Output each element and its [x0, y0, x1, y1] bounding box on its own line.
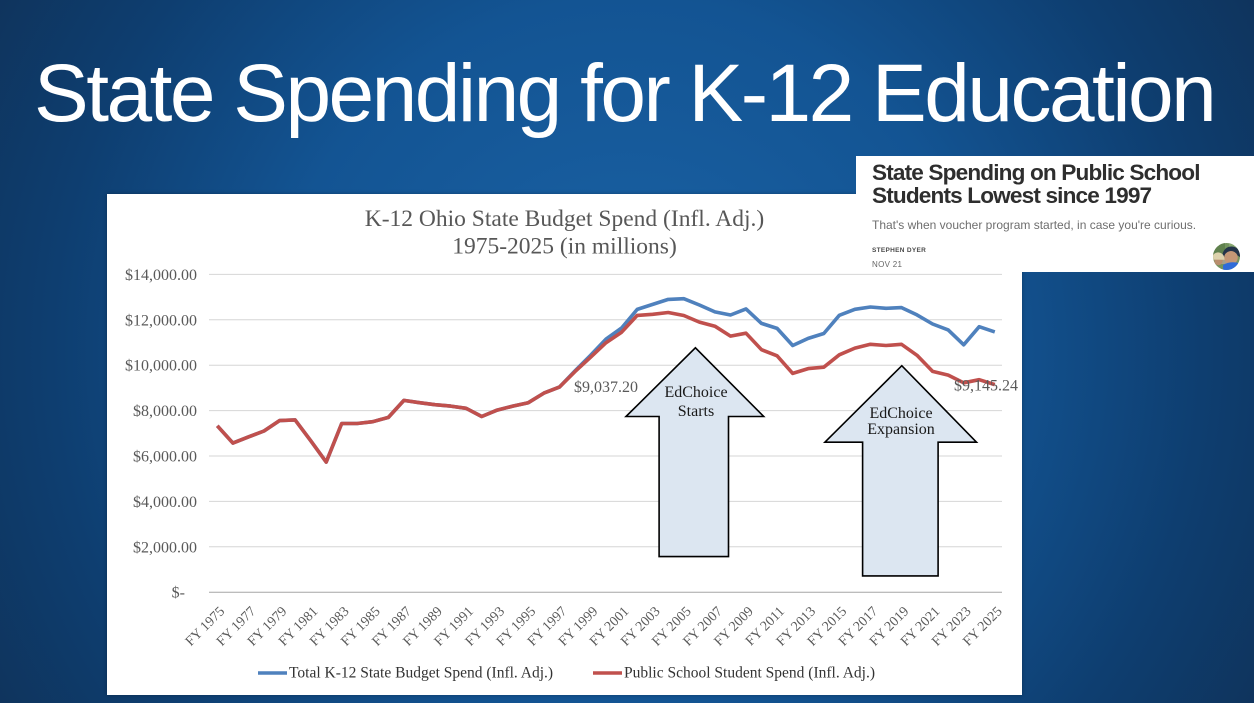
svg-text:$8,000.00: $8,000.00	[133, 403, 197, 420]
svg-text:$4,000.00: $4,000.00	[133, 494, 197, 511]
svg-text:Public School Student Spend (I: Public School Student Spend (Infl. Adj.)	[624, 665, 875, 682]
svg-text:Starts: Starts	[678, 403, 714, 420]
svg-text:K-12 Ohio State Budget Spend (: K-12 Ohio State Budget Spend (Infl. Adj.…	[365, 206, 764, 232]
svg-text:$10,000.00: $10,000.00	[125, 358, 197, 375]
svg-text:$12,000.00: $12,000.00	[125, 312, 197, 329]
svg-text:$2,000.00: $2,000.00	[133, 539, 197, 556]
svg-text:Expansion: Expansion	[867, 421, 935, 438]
svg-text:Total K-12 State Budget Spend: Total K-12 State Budget Spend (Infl. Adj…	[289, 665, 553, 682]
svg-text:$9,145.24: $9,145.24	[954, 378, 1018, 395]
svg-text:1975-2025 (in millions): 1975-2025 (in millions)	[452, 234, 677, 260]
svg-text:$6,000.00: $6,000.00	[133, 449, 197, 466]
svg-text:$-: $-	[172, 585, 185, 602]
svg-text:EdChoice: EdChoice	[664, 384, 727, 401]
svg-text:$9,037.20: $9,037.20	[574, 379, 638, 396]
svg-text:EdChoice: EdChoice	[869, 405, 932, 422]
svg-text:$14,000.00: $14,000.00	[125, 267, 197, 284]
